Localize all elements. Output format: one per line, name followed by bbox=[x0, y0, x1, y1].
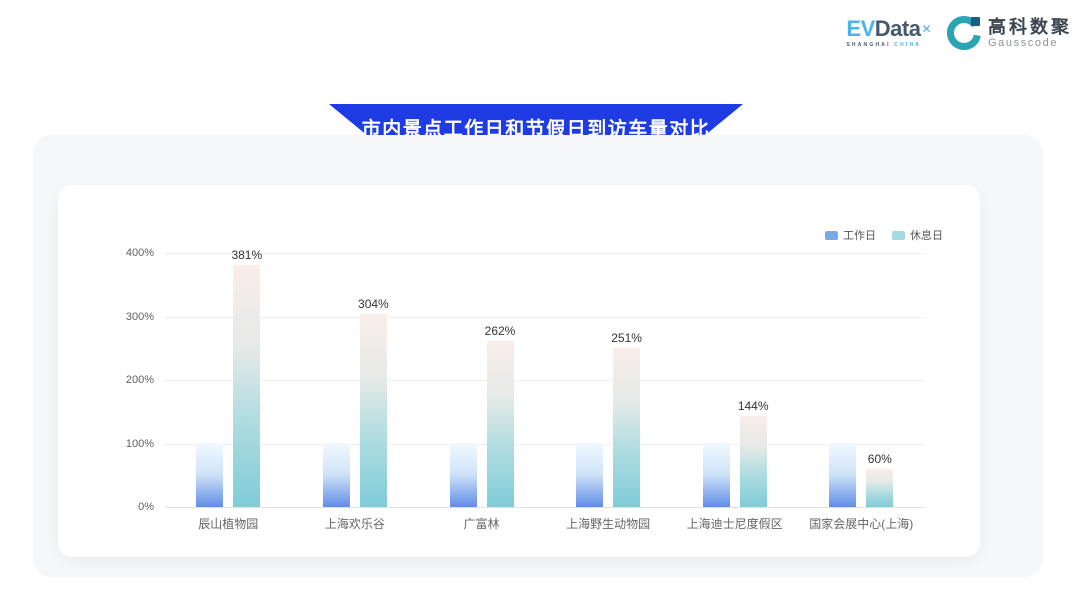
chart-panel: 工作日 休息日 0% 100% 200% 300% 400% 381% 辰山植物园 304% 上海… bbox=[33, 135, 1043, 577]
header-logos: EVData✕ SHANGHAI CHINA 高科数聚 Gausscode bbox=[846, 16, 1072, 50]
bar-value-label: 60% bbox=[867, 452, 892, 466]
grid-line bbox=[165, 253, 925, 254]
evdata-x-icon: ✕ bbox=[921, 22, 931, 36]
grid-line bbox=[165, 507, 925, 508]
bar-restday[interactable] bbox=[613, 348, 641, 507]
evdata-logo: EVData✕ SHANGHAI CHINA bbox=[846, 18, 931, 49]
legend-swatch bbox=[825, 230, 838, 240]
bar-restday[interactable] bbox=[486, 341, 514, 507]
bar-value-label: 381% bbox=[231, 248, 263, 262]
evdata-data: Data bbox=[874, 16, 921, 41]
category-label: 上海欢乐谷 bbox=[324, 517, 385, 531]
y-tick-label: 100% bbox=[125, 437, 154, 450]
bar-weekday[interactable] bbox=[829, 443, 857, 507]
legend-item[interactable]: 休息日 bbox=[892, 227, 943, 243]
evdata-ev: EV bbox=[846, 16, 875, 41]
category-label: 广富林 bbox=[463, 517, 500, 531]
legend-item[interactable]: 工作日 bbox=[825, 227, 876, 243]
bar-restday[interactable] bbox=[359, 314, 387, 507]
evdata-subtitle: SHANGHAI CHINA bbox=[846, 42, 922, 48]
grid-line bbox=[165, 380, 925, 381]
bar-chart: 0% 100% 200% 300% 400% 381% 辰山植物园 304% 上海欢乐谷 262%… bbox=[58, 185, 980, 557]
gausscode-en: Gausscode bbox=[988, 36, 1059, 49]
grid-line bbox=[165, 316, 925, 318]
gausscode-cn: 高科数聚 bbox=[988, 16, 1072, 37]
gausscode-logo: 高科数聚 Gausscode bbox=[947, 16, 1072, 50]
bar-value-label: 144% bbox=[737, 399, 769, 413]
page-title: 市内景点工作日和节假日到访车量对比 bbox=[361, 118, 711, 140]
chart-card: 工作日 休息日 0% 100% 200% 300% 400% 381% 辰山植物园 304% 上海… bbox=[58, 185, 980, 557]
chart-legend: 工作日 休息日 bbox=[825, 227, 943, 243]
gausscode-g-icon bbox=[947, 16, 981, 50]
category-label: 上海迪士尼度假区 bbox=[686, 517, 783, 531]
y-tick-label: 0% bbox=[138, 501, 154, 513]
category-label: 国家会展中心(上海) bbox=[809, 517, 914, 531]
legend-swatch bbox=[892, 230, 905, 240]
bar-value-label: 262% bbox=[484, 324, 516, 338]
bar-restday[interactable] bbox=[233, 265, 261, 507]
category-label: 辰山植物园 bbox=[198, 517, 259, 531]
gausscode-text: 高科数聚 Gausscode bbox=[988, 16, 1072, 49]
bar-weekday[interactable] bbox=[196, 443, 224, 507]
y-tick-label: 300% bbox=[125, 310, 154, 323]
y-tick-label: 400% bbox=[125, 247, 154, 259]
legend-label: 休息日 bbox=[910, 230, 943, 242]
legend-label: 工作日 bbox=[843, 230, 876, 242]
bar-restday[interactable] bbox=[866, 469, 894, 507]
grid-line bbox=[165, 443, 925, 445]
bar-weekday[interactable] bbox=[322, 443, 350, 507]
bar-weekday[interactable] bbox=[449, 443, 477, 507]
bar-restday[interactable] bbox=[739, 416, 767, 507]
bar-value-label: 304% bbox=[358, 297, 389, 311]
bar-weekday[interactable] bbox=[702, 443, 730, 507]
bar-weekday[interactable] bbox=[576, 443, 604, 507]
category-label: 上海野生动物园 bbox=[566, 517, 651, 531]
evdata-wordmark: EVData✕ bbox=[846, 18, 931, 40]
y-tick-label: 200% bbox=[125, 374, 154, 386]
bar-value-label: 251% bbox=[611, 331, 642, 345]
